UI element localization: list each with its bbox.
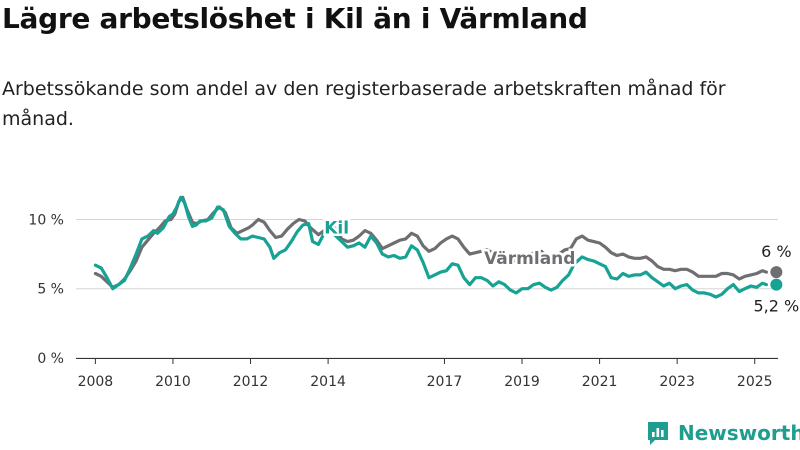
series-line-kil <box>93 195 768 299</box>
x-tick-label: 2017 <box>427 374 463 390</box>
end-point-marker <box>770 266 783 279</box>
chart-title: Lägre arbetslöshet i Kil än i Värmland <box>2 2 588 35</box>
grid-lines <box>76 218 778 359</box>
end-value-label: 5,2 % <box>753 297 799 316</box>
y-tick-label: 0 % <box>37 351 64 367</box>
end-value-label: 6 % <box>761 242 791 261</box>
x-axis: 2008 2010 2012 2014 2017 2019 2021 2023 2025 <box>76 358 778 390</box>
brand-name: Newsworthy <box>678 421 800 445</box>
x-tick-label: 2025 <box>737 374 773 390</box>
x-tick-label: 2023 <box>659 374 695 390</box>
x-tick-label: 2014 <box>310 374 346 390</box>
x-tick-label: 2012 <box>233 374 269 390</box>
series-lines <box>93 195 768 299</box>
series-line-varmland <box>93 195 768 289</box>
end-points: 5,2 % 6 % <box>751 240 800 317</box>
series-labels: Kil Värmland <box>322 216 578 271</box>
chart-subtitle: Arbetssökande som andel av den registerb… <box>2 78 726 130</box>
series-label: Värmland <box>484 249 575 269</box>
series-label: Kil <box>324 218 349 238</box>
newsworthy-logo-icon <box>648 422 668 445</box>
y-tick-label: 10 % <box>28 212 64 228</box>
y-axis-tick-labels: 0 % 5 % 10 % <box>28 212 64 367</box>
x-tick-label: 2008 <box>78 374 114 390</box>
x-tick-label: 2019 <box>504 374 540 390</box>
x-tick-label: 2010 <box>155 374 191 390</box>
newsworthy-brand[interactable]: Newsworthy <box>646 420 800 446</box>
x-tick-label: 2021 <box>582 374 618 390</box>
end-point-marker <box>770 278 783 291</box>
y-tick-label: 5 % <box>37 282 64 298</box>
